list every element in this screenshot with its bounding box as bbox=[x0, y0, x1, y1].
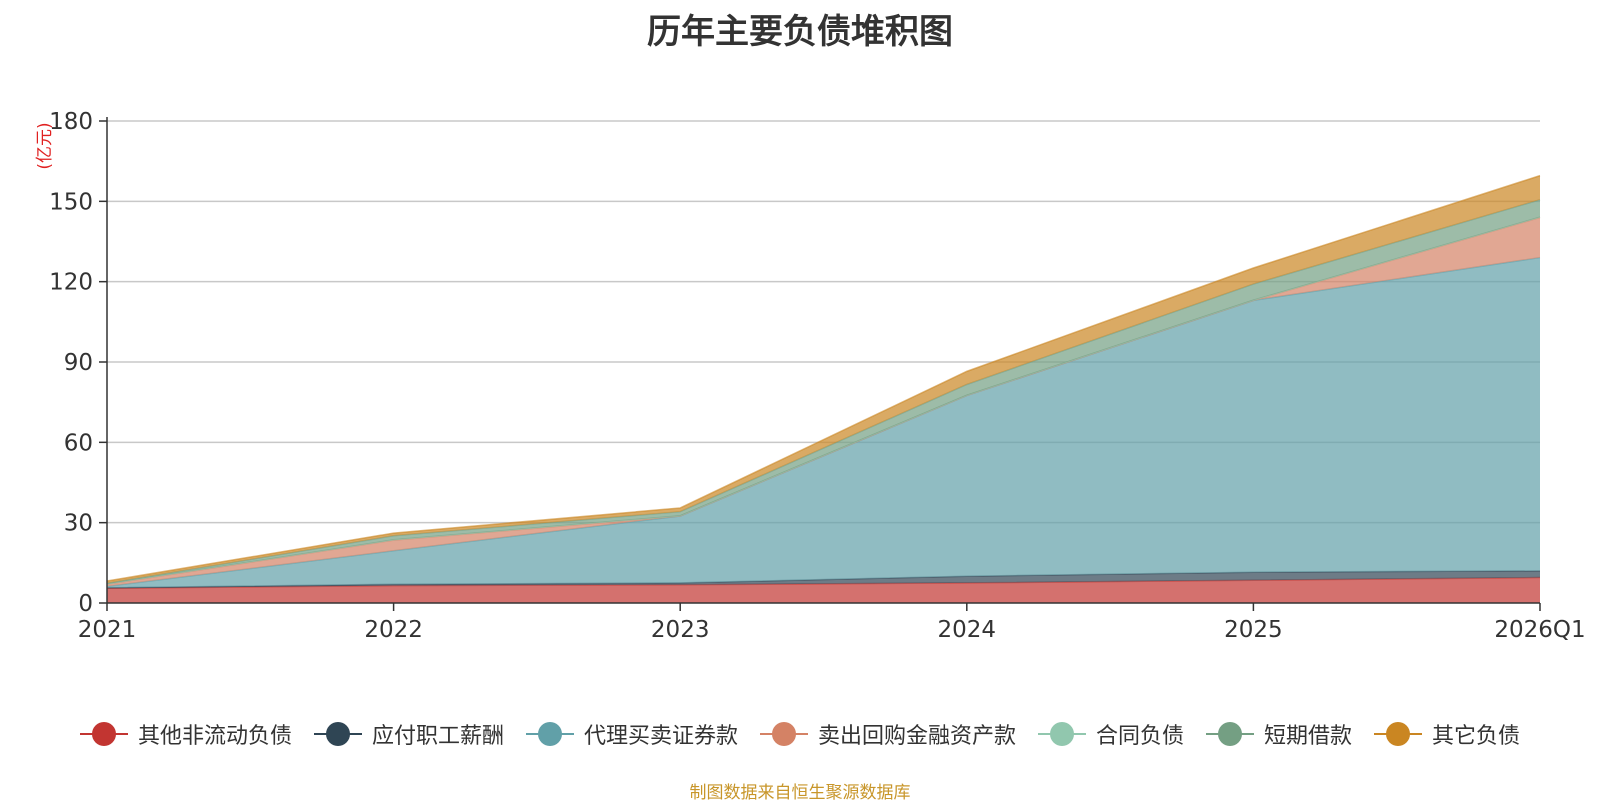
area-series-0 bbox=[107, 577, 1540, 603]
x-tick-label: 2025 bbox=[1224, 617, 1283, 643]
legend-item[interactable]: 其它负债 bbox=[1374, 718, 1520, 750]
legend-marker-icon bbox=[313, 721, 362, 747]
area-series-2 bbox=[107, 257, 1540, 588]
chart-legend: 其他非流动负债 应付职工薪酬 代理买卖证券款 卖出回购金融资产款 合同负债 短期借款 其它负… bbox=[0, 718, 1600, 750]
line-series-1 bbox=[106, 570, 1541, 589]
y-tick-label: 30 bbox=[64, 511, 93, 537]
legend-item[interactable]: 其他非流动负债 bbox=[79, 718, 292, 750]
x-tick-label: 2023 bbox=[651, 617, 710, 643]
legend-label: 其他非流动负债 bbox=[137, 724, 292, 749]
legend-marker-icon bbox=[1206, 721, 1255, 747]
legend-item[interactable]: 应付职工薪酬 bbox=[313, 718, 504, 750]
line-series-6 bbox=[106, 174, 1541, 582]
y-tick-label: 150 bbox=[49, 189, 93, 215]
legend-item[interactable]: 合同负债 bbox=[1038, 718, 1184, 750]
y-axis-label: (亿元) bbox=[35, 122, 55, 169]
legend-label: 合同负债 bbox=[1096, 724, 1185, 749]
y-tick-label: 0 bbox=[78, 591, 93, 617]
x-tick-label: 2021 bbox=[78, 617, 137, 643]
legend-label: 应付职工薪酬 bbox=[371, 724, 504, 749]
y-tick-label: 120 bbox=[49, 270, 93, 296]
legend-item[interactable]: 短期借款 bbox=[1206, 718, 1352, 750]
legend-label: 短期借款 bbox=[1264, 724, 1353, 749]
x-tick-label: 2022 bbox=[364, 617, 423, 643]
legend-label: 其它负债 bbox=[1432, 724, 1521, 749]
legend-marker-icon bbox=[79, 721, 128, 747]
legend-item[interactable]: 代理买卖证券款 bbox=[525, 718, 738, 750]
legend-label: 卖出回购金融资产款 bbox=[817, 724, 1016, 749]
source-note: 制图数据来自恒生聚源数据库 bbox=[689, 783, 911, 803]
x-tick-label: 2024 bbox=[938, 617, 997, 643]
legend-marker-icon bbox=[525, 721, 574, 747]
y-tick-label: 90 bbox=[64, 350, 93, 376]
y-tick-label: 180 bbox=[49, 109, 93, 135]
x-tick-label: 2026Q1 bbox=[1494, 617, 1585, 643]
y-tick-label: 60 bbox=[64, 430, 93, 456]
legend-item[interactable]: 卖出回购金融资产款 bbox=[759, 718, 1016, 750]
legend-marker-icon bbox=[1038, 721, 1086, 747]
legend-marker-icon bbox=[759, 721, 808, 747]
chart-title: 历年主要负债堆积图 bbox=[647, 12, 953, 52]
legend-marker-icon bbox=[1374, 721, 1423, 747]
legend-label: 代理买卖证券款 bbox=[583, 724, 738, 749]
